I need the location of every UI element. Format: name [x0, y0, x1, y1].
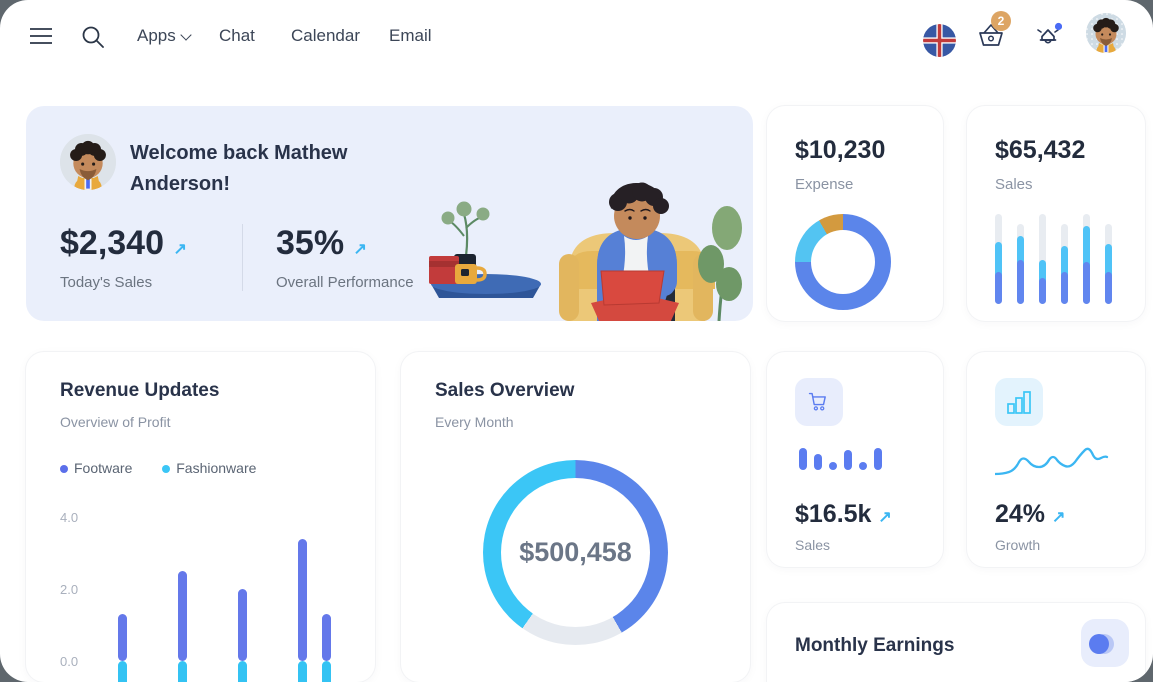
svg-text:4.0: 4.0 [60, 510, 78, 525]
svg-text:2.0: 2.0 [60, 582, 78, 597]
svg-text:0.0: 0.0 [60, 654, 78, 669]
